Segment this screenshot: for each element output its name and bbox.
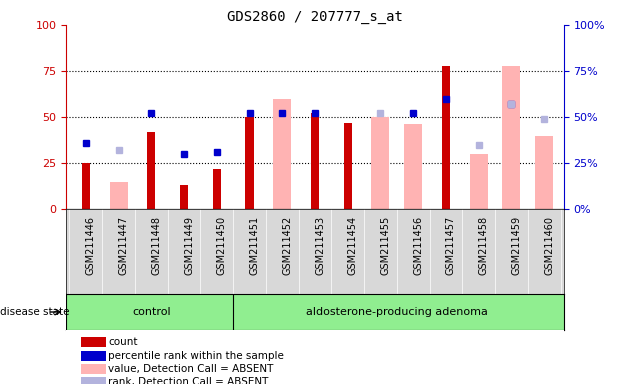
Text: GSM211449: GSM211449 [184, 216, 194, 275]
Text: GSM211459: GSM211459 [512, 216, 522, 275]
Bar [81, 364, 106, 374]
Text: GSM211454: GSM211454 [348, 216, 358, 275]
Bar [81, 377, 106, 384]
Bar [273, 99, 291, 209]
Text: GSM211452: GSM211452 [282, 216, 292, 275]
Bar [470, 154, 488, 209]
Text: aldosterone-producing adenoma: aldosterone-producing adenoma [306, 307, 488, 317]
Text: value, Detection Call = ABSENT: value, Detection Call = ABSENT [108, 364, 273, 374]
Text: GSM211458: GSM211458 [479, 216, 489, 275]
Bar [82, 163, 90, 209]
Bar [110, 182, 127, 209]
Bar [343, 122, 352, 209]
Bar [246, 117, 254, 209]
Bar [311, 113, 319, 209]
Bar [503, 66, 520, 209]
Text: count: count [108, 337, 137, 347]
Text: GSM211448: GSM211448 [151, 216, 161, 275]
Bar [404, 124, 422, 209]
Text: GSM211450: GSM211450 [217, 216, 227, 275]
Bar [81, 337, 106, 347]
Title: GDS2860 / 207777_s_at: GDS2860 / 207777_s_at [227, 10, 403, 24]
Text: GSM211456: GSM211456 [413, 216, 423, 275]
Text: GSM211457: GSM211457 [446, 216, 456, 275]
Bar [180, 185, 188, 209]
Bar [213, 169, 221, 209]
Text: disease state: disease state [0, 307, 69, 317]
Bar [442, 66, 450, 209]
Text: GSM211460: GSM211460 [544, 216, 554, 275]
Text: GSM211446: GSM211446 [86, 216, 96, 275]
Text: GSM211453: GSM211453 [315, 216, 325, 275]
Text: GSM211447: GSM211447 [118, 216, 129, 275]
Bar [147, 132, 156, 209]
Bar [536, 136, 553, 209]
Text: control: control [132, 307, 171, 317]
Bar [81, 351, 106, 361]
Text: percentile rank within the sample: percentile rank within the sample [108, 351, 284, 361]
Text: GSM211451: GSM211451 [249, 216, 260, 275]
Text: rank, Detection Call = ABSENT: rank, Detection Call = ABSENT [108, 377, 268, 384]
Bar [372, 117, 389, 209]
Text: GSM211455: GSM211455 [381, 216, 391, 275]
